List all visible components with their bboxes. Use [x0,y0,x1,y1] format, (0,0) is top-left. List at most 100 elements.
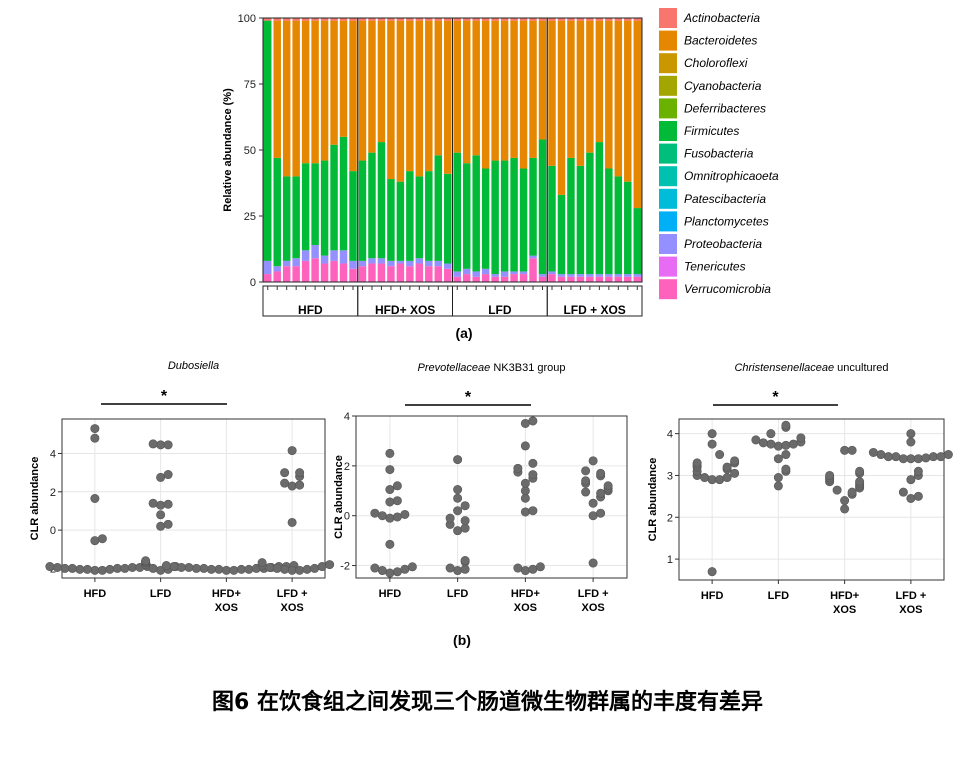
bar-segment-firmicutes [338,136,349,251]
data-point [581,466,591,476]
data-point [847,487,857,497]
bar-segment-firmicutes [471,155,481,272]
significance-star: * [772,389,779,406]
data-point [906,454,916,464]
bar-segment-proteobacteria [632,274,642,277]
data-point [460,564,470,574]
plot-background [679,419,944,580]
bar-segment-firmicutes [575,165,586,275]
data-point [766,439,776,449]
legend-label: Cyanobacteria [684,79,762,93]
panel-title-genus: Christensenellaceae [734,362,834,374]
data-point [730,456,740,466]
data-point [310,563,320,573]
data-point [883,452,893,462]
legend-label: Deferribacteres [684,101,766,115]
bar-segment-firmicutes [604,168,614,275]
bar-segment-actinobacteria [405,18,415,21]
data-point [722,462,732,472]
bar-segment-proteobacteria [556,274,567,277]
data-point [596,488,606,498]
bar-segment-verrucomicrobia [348,268,358,282]
data-point [156,521,166,531]
panel-title: Christensenellaceae uncultured [734,362,888,374]
bar-segment-firmicutes [424,171,434,261]
bar-segment-actinobacteria [632,18,642,21]
bar-segment-actinobacteria [575,18,586,21]
panel-title-suffix: NK3B31 group [490,362,565,374]
data-point [148,498,158,508]
bar-segment-firmicutes [632,208,642,275]
data-point [120,563,130,573]
bar-segment-actinobacteria [367,18,377,21]
data-point [781,420,791,430]
bar-segment-bacteroidetes [461,20,472,164]
bar-segment-bacteroidetes [319,20,330,161]
data-point [906,475,916,485]
data-point [855,477,865,487]
y-axis-label: Relative abundance (%) [222,88,234,212]
bar-segment-verrucomicrobia [594,276,605,282]
plot-background [356,416,627,578]
bar-segment-proteobacteria [300,250,311,261]
data-point [773,441,783,451]
data-point [141,556,151,566]
data-point [796,433,806,443]
bar-segment-verrucomicrobia [414,263,425,282]
data-point [840,445,850,455]
data-point [377,511,387,521]
bar-segment-firmicutes [281,176,292,261]
bar-segment-verrucomicrobia [338,263,349,282]
data-point [588,558,598,568]
x-tick-label: XOS [833,604,856,616]
bar-segment-bacteroidetes [623,20,633,182]
data-point [148,563,158,573]
data-point [921,453,931,463]
bar-segment-firmicutes [395,181,406,261]
x-tick-label: LFD [768,590,789,602]
legend-swatch [659,98,677,119]
bar-segment-verrucomicrobia [376,263,387,282]
y-tick-label: 2 [50,487,56,499]
data-point [528,416,538,426]
x-tick-label: HFD+ [511,588,540,600]
data-point [90,493,100,503]
bar-segment-verrucomicrobia [556,276,567,282]
bar-segment-bacteroidetes [310,20,320,164]
data-point [913,491,923,501]
bar-segment-proteobacteria [291,258,301,267]
data-point [840,504,850,514]
bar-segment-proteobacteria [367,258,377,264]
bar-segment-actinobacteria [300,18,311,21]
bar-segment-bacteroidetes [405,20,415,172]
panel-title: Dubosiella [168,360,219,372]
bar-segment-bacteroidetes [499,20,510,161]
bar-segment-verrucomicrobia [566,276,576,282]
bar-segment-actinobacteria [556,18,567,21]
data-point [229,565,239,575]
data-point [280,468,290,478]
data-point [520,493,530,503]
data-point [520,418,530,428]
bar-segment-actinobacteria [509,18,519,21]
bar-segment-actinobacteria [585,18,595,21]
legend-swatch [659,143,677,164]
data-point [82,564,92,574]
legend-swatch [659,8,677,28]
bar-segment-verrucomicrobia [537,276,548,282]
significance-star: * [465,389,472,406]
legend-label: Omnitrophicaoeta [684,169,779,183]
bar-segment-verrucomicrobia [329,260,339,282]
stacked-bar-panel: HFD HFD+ XOS LFD LFD + XOS 0 25 50 75 100 Relativ… [222,13,643,317]
y-axis-label: CLR abundance [29,457,41,541]
significance-star: * [161,388,168,405]
data-point [191,563,201,573]
data-point [156,440,166,450]
bar-segment-proteobacteria [414,258,425,264]
data-point [163,470,173,480]
x-tick-label: LFD + [277,588,308,600]
bar-segment-verrucomicrobia [443,268,453,282]
data-point [257,558,267,568]
data-point [97,565,107,575]
